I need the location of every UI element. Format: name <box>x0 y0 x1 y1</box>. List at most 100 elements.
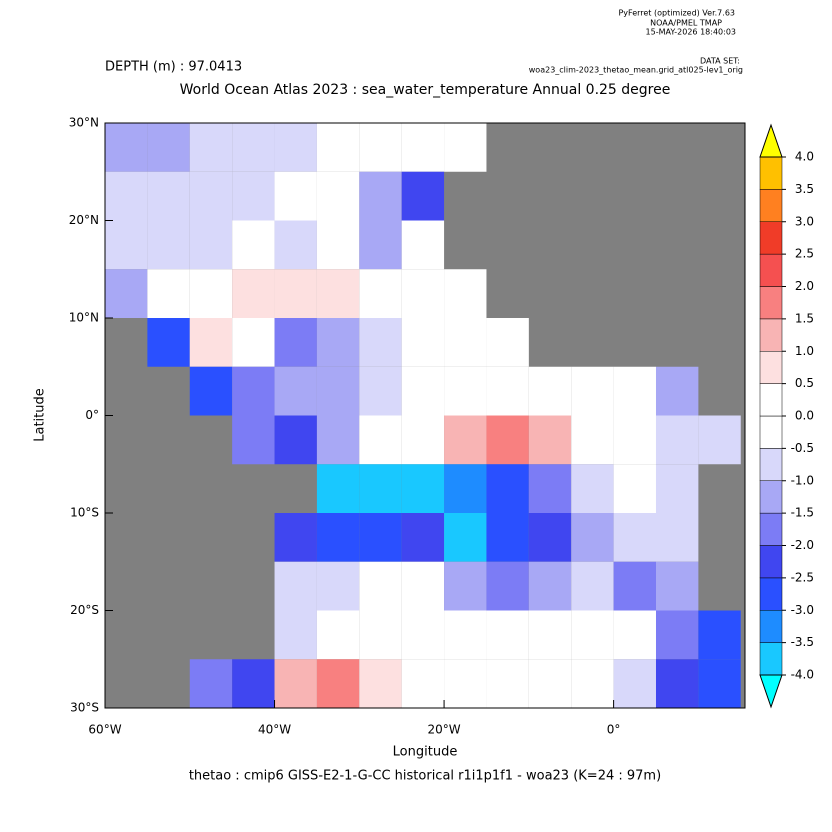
cell <box>444 269 487 318</box>
cell <box>528 610 572 660</box>
cell <box>698 659 741 708</box>
colorbar-bin <box>759 545 783 579</box>
colorbar-label: 3.5 <box>795 182 814 196</box>
colorbar-label: -2.0 <box>791 538 814 552</box>
colorbar-label: -3.0 <box>791 603 814 617</box>
y-tick-label: 30°S <box>70 701 99 715</box>
cell <box>655 513 699 562</box>
cell <box>316 464 360 513</box>
cell <box>655 659 699 708</box>
colorbar-bin <box>759 221 783 255</box>
cell <box>274 123 317 172</box>
cell <box>613 415 656 465</box>
cell <box>528 513 572 562</box>
y-tick-label: 0° <box>85 408 99 422</box>
cell <box>613 464 656 513</box>
colorbar-label: -2.5 <box>791 570 814 584</box>
cell <box>105 123 148 172</box>
colorbar-label: 0.0 <box>795 409 814 423</box>
colorbar-label: -3.5 <box>791 635 814 649</box>
colorbar-label: -0.5 <box>791 441 814 455</box>
cell <box>316 561 360 611</box>
colorbar-label: 4.0 <box>795 150 814 164</box>
colorbar-bin <box>759 318 783 352</box>
cell <box>401 610 445 660</box>
footer: thetao : cmip6 GISS-E2-1-G-CC historical… <box>189 769 661 784</box>
cell <box>316 220 360 270</box>
cell <box>613 610 656 660</box>
cell <box>401 366 445 416</box>
y-tick-label: 30°N <box>69 116 99 130</box>
x-tick-label: 0° <box>607 723 621 737</box>
cell <box>444 318 487 367</box>
colorbar-bin <box>759 156 783 190</box>
cell <box>655 415 699 465</box>
colorbar-bin <box>759 577 783 611</box>
cell <box>316 513 360 562</box>
cell <box>232 318 275 367</box>
cell <box>486 366 529 416</box>
cell <box>274 171 317 221</box>
y-tick-label: 20°S <box>70 603 99 617</box>
cell <box>316 318 360 367</box>
cell <box>232 659 275 708</box>
cell <box>316 415 360 465</box>
cell <box>105 171 148 221</box>
cell <box>486 464 529 513</box>
cell <box>232 220 275 270</box>
cell <box>444 366 487 416</box>
x-tick-label: 60°W <box>88 723 121 737</box>
dataset-label: DATA SET: <box>700 57 740 66</box>
cell <box>401 269 445 318</box>
colorbar-label: 0.5 <box>795 376 814 390</box>
y-tick-label: 10°S <box>70 506 99 520</box>
cell <box>189 123 233 172</box>
cell <box>613 561 656 611</box>
cell <box>274 269 317 318</box>
cell <box>528 415 572 465</box>
cell <box>444 123 487 172</box>
cell <box>613 366 656 416</box>
cell <box>274 366 317 416</box>
cell <box>698 415 741 465</box>
y-axis-label: Latitude <box>33 388 48 442</box>
cell <box>359 318 402 367</box>
x-axis-label: Longitude <box>393 745 458 760</box>
cell <box>316 366 360 416</box>
colorbar-label: 1.0 <box>795 344 814 358</box>
cell <box>655 610 699 660</box>
cell <box>571 464 614 513</box>
chart-title: World Ocean Atlas 2023 : sea_water_tempe… <box>180 82 671 98</box>
lab: NOAA/PMEL TMAP <box>650 19 722 28</box>
cell <box>401 415 445 465</box>
dataset: woa23_clim-2023_thetao_mean.grid_atl025-… <box>529 66 743 75</box>
cell <box>571 561 614 611</box>
cell <box>401 464 445 513</box>
colorbar-bin <box>759 480 783 514</box>
cell <box>571 415 614 465</box>
cell <box>316 171 360 221</box>
colorbar-bin <box>759 189 783 222</box>
cell <box>359 659 402 708</box>
cell <box>655 561 699 611</box>
cell <box>274 561 317 611</box>
cell <box>571 513 614 562</box>
cell <box>486 561 529 611</box>
cell <box>444 464 487 513</box>
cell <box>147 123 190 172</box>
cell <box>105 220 148 270</box>
cell <box>189 318 233 367</box>
cell <box>655 464 699 513</box>
cell <box>401 220 445 270</box>
cell <box>147 171 190 221</box>
colorbar-bin <box>759 253 783 287</box>
cell <box>486 659 529 708</box>
cell <box>444 561 487 611</box>
cell <box>444 610 487 660</box>
cell <box>316 659 360 708</box>
cell <box>401 513 445 562</box>
colorbar-label: -1.0 <box>791 473 814 487</box>
cell <box>147 220 190 270</box>
cell <box>655 366 699 416</box>
cell <box>105 269 148 318</box>
